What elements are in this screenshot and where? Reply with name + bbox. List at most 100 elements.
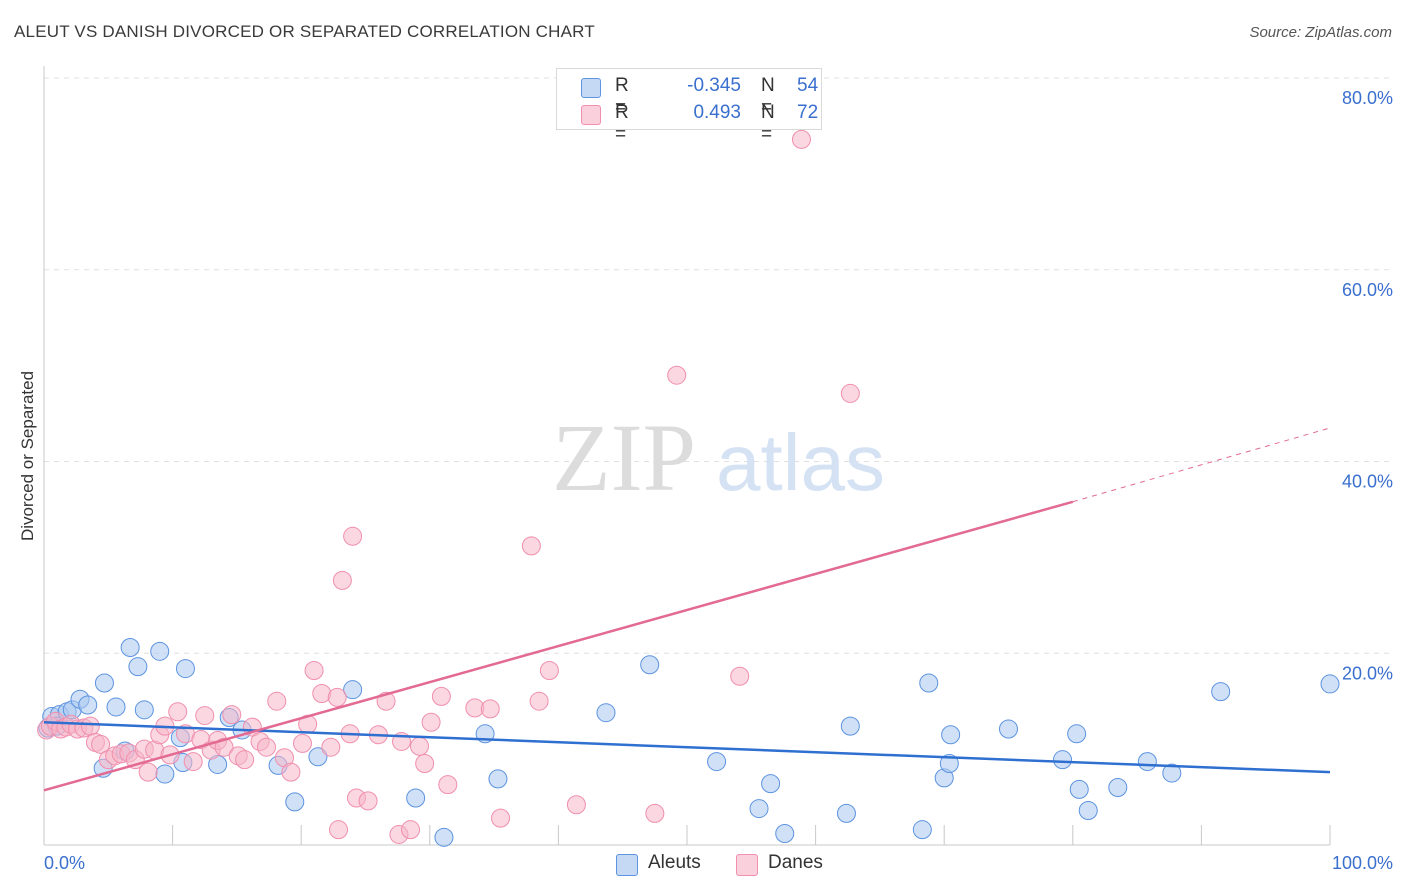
aleuts-point-9 [106,697,126,717]
danes-point-41 [304,661,324,681]
r-value: 0.493 [693,102,741,123]
danes-point-58 [421,712,441,732]
legend-swatch-danes [581,105,601,125]
danes-point-55 [401,820,421,840]
danes-point-71 [840,383,860,403]
danes-point-17 [138,762,158,782]
danes-point-57 [415,754,435,774]
n-label: N = [761,75,775,118]
aleuts-point-41 [939,754,959,774]
danes-point-63 [491,808,511,828]
danes-point-26 [195,706,215,726]
danes-trend-line [43,500,1074,792]
chart-title: ALEUT VS DANISH DIVORCED OR SEPARATED CO… [14,22,595,41]
aleuts-point-31 [640,655,660,675]
n-value: 72 [797,102,819,123]
watermark-zip: ZIP [552,404,696,511]
aleuts-point-50 [1162,763,1182,783]
danes-point-32 [235,750,255,770]
source-credit: Source: ZipAtlas.com [1249,24,1392,41]
legend-label-danes: Danes [768,852,823,873]
aleuts-point-8 [94,673,114,693]
y-tick-label: 80.0% [1342,88,1393,108]
aleuts-point-14 [150,641,170,661]
y-axis-label: Divorced or Separated [18,371,37,541]
y-tick-label: 20.0% [1342,663,1393,683]
aleuts-point-12 [128,657,148,677]
danes-point-44 [327,687,347,707]
tick-labels: 20.0% 40.0% 60.0% 80.0% 0.0% 100.0% Divorced o… [18,88,1393,873]
n-label: N = [761,102,775,145]
danes-point-39 [292,733,312,753]
x-tick-label-min: 0.0% [44,853,85,873]
aleuts-point-24 [308,747,328,767]
series-danes-points [37,129,860,844]
aleuts-point-47 [1078,800,1098,820]
x-tick-label-max: 100.0% [1332,853,1393,873]
legend-swatch-danes [736,854,758,876]
danes-point-59 [431,686,451,706]
aleuts-point-43 [999,719,1018,739]
legend-swatch-aleuts [581,78,601,98]
y-tick-label: 60.0% [1342,280,1393,300]
danes-point-43 [321,737,341,757]
aleuts-point-52 [1320,674,1340,694]
danes-point-64 [521,536,541,556]
danes-point-48 [343,526,363,546]
aleuts-point-30 [596,703,616,723]
danes-point-65 [529,691,549,711]
danes-point-35 [256,737,276,757]
aleuts-point-25 [343,680,363,700]
aleuts-point-44 [1053,750,1073,770]
danes-trend-extension [1072,427,1331,503]
aleuts-point-48 [1108,777,1128,797]
aleuts-point-35 [775,823,795,843]
r-label: R = [615,102,629,145]
danes-point-30 [222,705,242,725]
danes-point-56 [410,736,430,756]
danes-point-24 [183,752,203,772]
aleuts-point-37 [840,716,860,736]
aleuts-point-11 [120,637,140,657]
n-value: 54 [797,75,819,96]
watermark: ZIP atlas [552,404,885,511]
trend-lines [43,427,1331,792]
correlation-legend: R = -0.345 N = 54 R = 0.493 N = 72 [556,68,822,145]
danes-point-69 [667,365,687,385]
watermark-atlas: atlas [716,418,885,507]
aleuts-point-45 [1067,724,1087,744]
danes-point-46 [332,570,352,590]
aleuts-point-51 [1211,682,1231,702]
r-label: R = [615,75,629,118]
aleuts-point-46 [1069,779,1089,799]
aleuts-point-32 [707,752,727,772]
danes-point-38 [281,762,301,782]
danes-point-60 [438,775,458,795]
aleuts-point-42 [941,725,961,745]
aleuts-point-23 [285,792,305,812]
r-value: -0.345 [687,75,741,96]
danes-point-50 [358,791,378,811]
series-aleuts-points [38,637,1340,847]
danes-point-8 [80,716,100,736]
aleuts-point-39 [919,673,939,693]
danes-point-72 [791,129,811,149]
aleuts-point-38 [912,820,932,840]
danes-point-67 [566,795,586,815]
legend-label-aleuts: Aleuts [648,852,701,873]
aleuts-point-27 [434,827,454,847]
aleuts-point-34 [761,774,781,794]
aleuts-point-6 [78,695,98,715]
legend-swatch-aleuts [616,854,638,876]
danes-point-29 [214,737,234,757]
aleuts-point-49 [1137,752,1157,772]
aleuts-point-13 [134,700,154,720]
danes-point-36 [267,691,287,711]
danes-point-68 [645,803,665,823]
danes-point-45 [328,820,348,840]
danes-point-70 [730,666,750,686]
aleuts-point-15 [155,764,175,784]
gridlines [44,77,1392,654]
danes-point-62 [480,699,500,719]
